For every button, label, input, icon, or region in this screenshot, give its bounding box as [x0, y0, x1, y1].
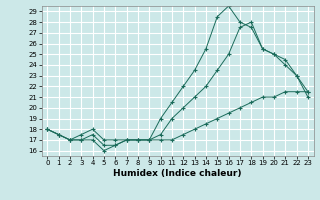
- X-axis label: Humidex (Indice chaleur): Humidex (Indice chaleur): [113, 169, 242, 178]
